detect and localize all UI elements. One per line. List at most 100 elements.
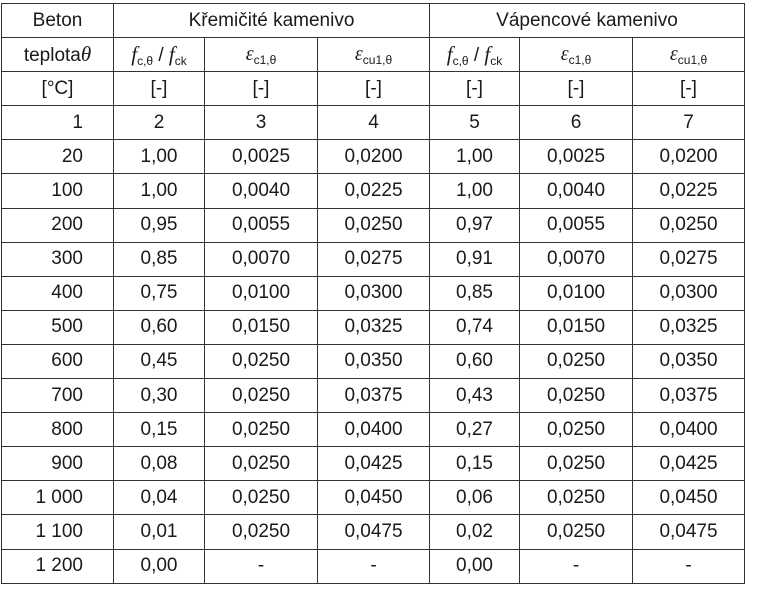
table-cell: 0,0300: [317, 275, 430, 311]
header-row-groups: Beton Křemičité kamenivo Vápencové kamen…: [1, 2, 745, 39]
table-cell: 1 000: [1, 480, 114, 516]
header-siliceous-aggregate: Křemičité kamenivo: [113, 2, 430, 39]
table-row: 600 0,45 0,0250 0,0350 0,60 0,0250 0,0350: [1, 343, 745, 380]
table-cell: 0,00: [429, 548, 520, 584]
header-eps-cu1-1: εcu1,θ: [317, 37, 430, 73]
table-cell: 0,0225: [632, 173, 745, 209]
header-fc-ratio-1: fc,θ / fck: [113, 37, 205, 73]
ec1-subscript: c1,θ: [253, 52, 277, 67]
table-cell: 0,60: [429, 343, 520, 380]
slash: /: [153, 44, 169, 66]
table-cell: 0,01: [113, 514, 205, 550]
temperature-word: teplota: [23, 45, 81, 67]
table-row: 700 0,30 0,0250 0,0375 0,43 0,0250 0,0375: [1, 378, 745, 414]
table-cell: 4: [317, 105, 430, 141]
table-cell: 0,43: [429, 378, 520, 414]
table-cell: 1 200: [1, 548, 114, 584]
table-cell: 0,0350: [632, 343, 745, 380]
table-cell: 0,0040: [204, 173, 318, 209]
table-cell: 1: [1, 105, 114, 141]
table-cell: 0,0250: [632, 207, 745, 243]
fc-subscript: c,θ: [452, 53, 469, 68]
table-cell: 0,0200: [632, 139, 745, 175]
table-cell: 0,0350: [317, 343, 430, 380]
header-row-symbols: teplotaθ fc,θ / fck εc1,θ εcu1,θ fc,θ / …: [1, 37, 745, 73]
table-cell: 0,0375: [317, 378, 430, 414]
table-cell: 0,0250: [204, 446, 318, 482]
table-cell: 0,74: [429, 309, 520, 345]
table-cell: 7: [632, 105, 745, 141]
epsilon-symbol: ε: [245, 42, 254, 65]
table-cell: 0,04: [113, 480, 205, 516]
table-cell: 100: [1, 173, 114, 209]
table-cell: 600: [1, 343, 114, 380]
theta-symbol: θ: [80, 42, 92, 67]
fck-subscript: ck: [490, 53, 503, 68]
epsilon-symbol: ε: [354, 42, 363, 65]
fck-subscript: ck: [174, 53, 187, 68]
f-symbol: f: [131, 41, 138, 66]
table-row: 500 0,60 0,0150 0,0325 0,74 0,0150 0,0325: [1, 309, 745, 345]
table-cell: 0,85: [113, 241, 205, 277]
table-cell: 0,0200: [317, 139, 430, 175]
table-cell: 0,0100: [204, 275, 318, 311]
table-cell: 400: [1, 275, 114, 311]
table-cell: 0,0250: [519, 446, 633, 482]
f-symbol: f: [168, 41, 175, 66]
table-cell: 500: [1, 309, 114, 345]
table-cell: 0,00: [113, 548, 205, 584]
table-cell: 6: [519, 105, 633, 141]
table-cell: 1 100: [1, 514, 114, 550]
table-cell: 0,0475: [317, 514, 430, 550]
table-cell: [-]: [429, 71, 520, 107]
table-cell: 0,0250: [519, 514, 633, 550]
table-cell: 0,0150: [519, 309, 633, 345]
table-cell: 0,0055: [519, 207, 633, 243]
table-cell: 0,0250: [204, 343, 318, 380]
table-cell: 0,91: [429, 241, 520, 277]
table-cell: 0,45: [113, 343, 205, 380]
concrete-temperature-table: Beton Křemičité kamenivo Vápencové kamen…: [1, 2, 745, 584]
header-eps-c1-1: εc1,θ: [204, 37, 318, 73]
table-cell: 900: [1, 446, 114, 482]
table-cell: 0,0275: [317, 241, 430, 277]
table-cell: -: [317, 548, 430, 584]
ecu1-subscript: cu1,θ: [362, 52, 393, 67]
table-cell: [-]: [632, 71, 745, 107]
table-cell: 0,0450: [632, 480, 745, 516]
header-eps-c1-2: εc1,θ: [519, 37, 633, 73]
table-cell: 0,15: [113, 412, 205, 448]
table-cell: 0,02: [429, 514, 520, 550]
table-row: 900 0,08 0,0250 0,0425 0,15 0,0250 0,0425: [1, 446, 745, 482]
table-row: 400 0,75 0,0100 0,0300 0,85 0,0100 0,0300: [1, 275, 745, 311]
table-cell: 0,0225: [317, 173, 430, 209]
table-cell: 0,0025: [204, 139, 318, 175]
table-cell: 200: [1, 207, 114, 243]
table-cell: -: [204, 548, 318, 584]
table-cell: 0,0325: [632, 309, 745, 345]
table-row: 20 1,00 0,0025 0,0200 1,00 0,0025 0,0200: [1, 139, 745, 175]
table-row: 1 100 0,01 0,0250 0,0475 0,02 0,0250 0,0475: [1, 514, 745, 550]
table-cell: 0,08: [113, 446, 205, 482]
table-cell: 0,0250: [519, 480, 633, 516]
table-cell: 0,0400: [317, 412, 430, 448]
table-cell: 0,0250: [519, 343, 633, 380]
header-eps-cu1-2: εcu1,θ: [632, 37, 745, 73]
table-cell: 0,0055: [204, 207, 318, 243]
epsilon-symbol: ε: [560, 42, 569, 65]
fc-subscript: c,θ: [137, 53, 154, 68]
header-calcareous-aggregate: Vápencové kamenivo: [429, 2, 745, 39]
table-cell: 0,15: [429, 446, 520, 482]
slash: /: [468, 44, 485, 66]
table-cell: 1,00: [113, 139, 205, 175]
table-cell: 0,0250: [204, 514, 318, 550]
table-cell: 0,0400: [632, 412, 745, 448]
table-cell: 0,0100: [519, 275, 633, 311]
table-row: 1 200 0,00- -0,00- -: [1, 548, 745, 584]
table-row: 100 1,00 0,0040 0,0225 1,00 0,0040 0,0225: [1, 173, 745, 209]
table-cell: 0,0375: [632, 378, 745, 414]
table-cell: 0,0070: [519, 241, 633, 277]
table-cell: 3: [204, 105, 318, 141]
table-cell: 0,0325: [317, 309, 430, 345]
table-cell: 0,97: [429, 207, 520, 243]
